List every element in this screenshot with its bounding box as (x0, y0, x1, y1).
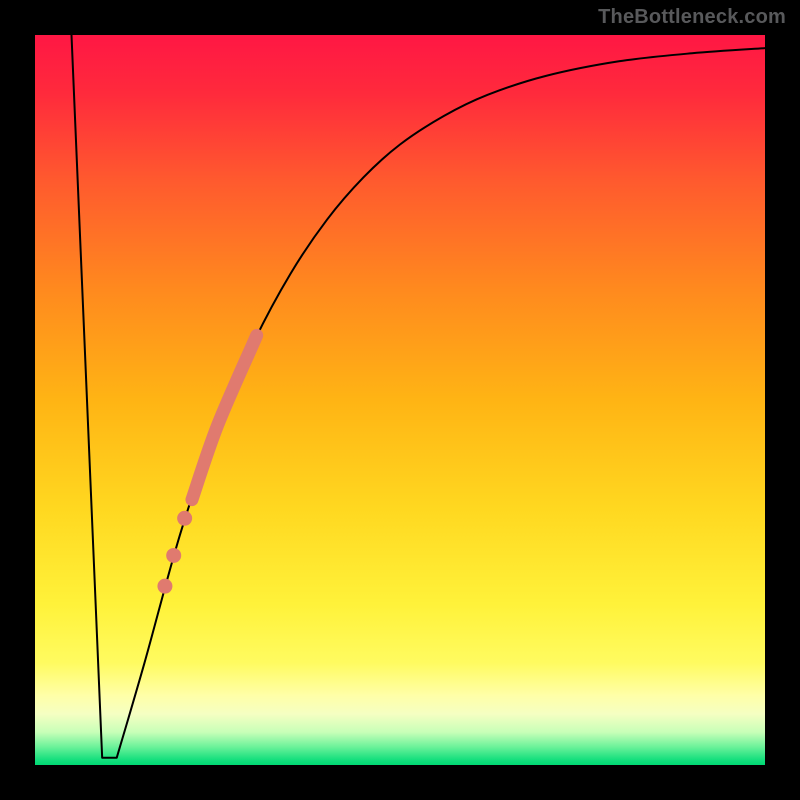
highlight-dot (166, 548, 181, 563)
highlight-dot (157, 579, 172, 594)
chart-svg (0, 0, 800, 800)
figure-frame: TheBottleneck.com (0, 0, 800, 800)
highlight-dot (177, 511, 192, 526)
